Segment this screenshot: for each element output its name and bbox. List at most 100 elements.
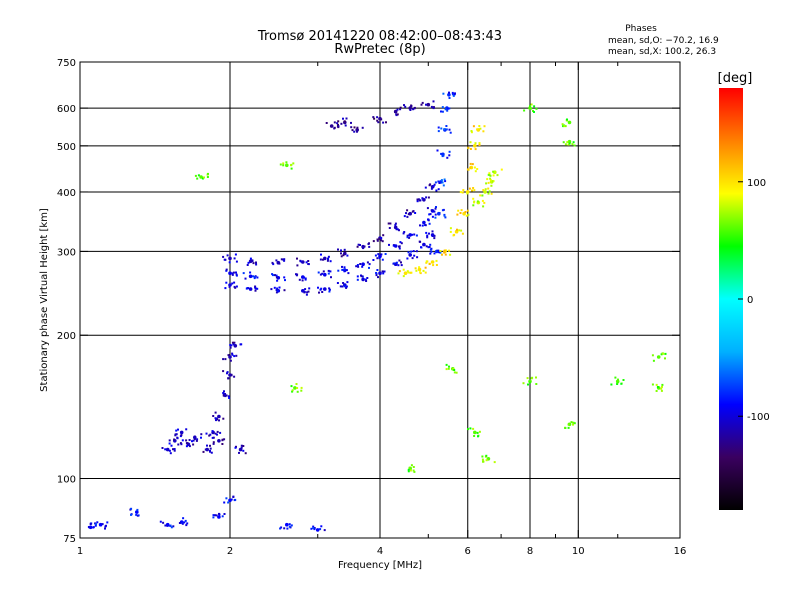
data-point [285,522,289,527]
scatter-dot [397,264,400,267]
scatter-dot [209,450,211,453]
scatter-dot [305,261,308,264]
colorbar-ticks: 100 0 -100 [738,178,770,423]
scatter-dot [357,243,360,246]
data-point [656,355,661,359]
scatter-dot [433,252,436,255]
data-point [323,287,327,291]
scatter-dot [478,125,481,127]
scatter-dot [426,236,429,239]
scatter-dot [396,113,399,116]
scatter-dot [387,222,390,225]
scatter-dot [182,517,185,520]
scatter-dot [614,376,617,379]
scatter-dot [233,375,236,378]
scatter-dot [407,271,410,274]
scatter-dot [272,263,275,266]
scatter-dot [304,278,307,281]
scatter-dot [344,251,347,254]
scatter-dot [350,121,352,124]
scatter-dot [255,263,258,266]
scatter-dot [179,442,182,445]
scatter-dot [388,243,390,246]
scatter-dot [412,466,415,468]
scatter-dot [439,251,442,254]
x-tick-label: 16 [674,546,687,557]
scatter-dot [340,255,343,258]
scatter-dot [212,514,215,517]
scatter-dot [440,152,443,155]
scatter-dot [490,184,493,187]
scatter-dot [442,92,445,95]
scatter-dot [276,287,279,290]
scatter-dot [467,146,470,149]
scatter-dot [325,122,328,124]
colorbar-tick-label: 0 [747,295,753,306]
scatter-dot [474,148,477,151]
scatter-dot [173,449,176,452]
y-tick-label: 75 [63,534,76,545]
scatter-dot [439,250,442,252]
scatter-dot [276,279,279,282]
scatter-dot [389,222,392,225]
scatter-dot [433,183,436,186]
scatter-dot [345,285,348,288]
data-point [361,262,365,267]
scatter-dot [225,281,228,284]
scatter-dot [403,215,406,218]
scatter-dot [328,290,331,293]
scatter-dot [290,524,293,527]
scatter-dot [400,261,402,264]
scatter-dot [441,110,444,113]
scatter-dot [222,358,225,361]
series-x-mode-trace [397,125,486,278]
scatter-dot [227,377,230,380]
scatter-dot [429,243,432,246]
scatter-dot [449,253,452,256]
scatter-dot [256,276,259,279]
scatter-dot [425,231,428,234]
scatter-dot [489,179,492,182]
scatter-dot [529,381,531,384]
scatter-dot [427,246,430,249]
scatter-dot [427,218,429,221]
scatter-dot [446,156,449,159]
data-point [408,106,413,110]
scatter-dot [372,240,375,243]
x-tick-label: 1 [77,546,83,557]
scatter-dot [211,436,214,439]
scatter-dot [435,189,438,192]
scatter-dot [434,181,437,184]
scatter-dot [380,239,383,242]
scatter-dot [235,260,238,263]
scatter-dot [432,107,435,110]
scatter-dot [660,387,663,390]
scatter-dot [429,213,432,216]
scatter-dot [308,287,311,290]
scatter-dot [356,264,359,266]
scatter-dot [249,271,252,274]
scatter-dot [353,126,356,129]
scatter-dot [453,369,456,371]
scatter-dot [170,444,173,447]
scatter-dot [425,261,428,264]
scatter-dot [185,524,188,527]
scatter-dot [444,108,447,111]
scatter-dot [320,287,323,290]
scatter-dot [651,354,654,357]
scatter-dot [274,274,276,277]
scatter-dot [400,242,403,245]
scatter-dot [92,526,95,529]
scatter-dot [231,272,234,275]
scatter-dot [651,383,654,386]
phases-x-stats: mean, sd,X: 100.2, 26.3 [608,47,716,57]
scatter-dot [295,273,297,276]
scatter-dot [425,245,428,248]
scatter-dot [376,269,379,271]
scatter-dot [396,228,399,231]
scatter-dot [443,128,446,131]
scatter-dot [186,522,189,525]
scatter-dot [434,216,437,219]
scatter-dot [406,257,409,260]
scatter-dot [431,230,434,233]
